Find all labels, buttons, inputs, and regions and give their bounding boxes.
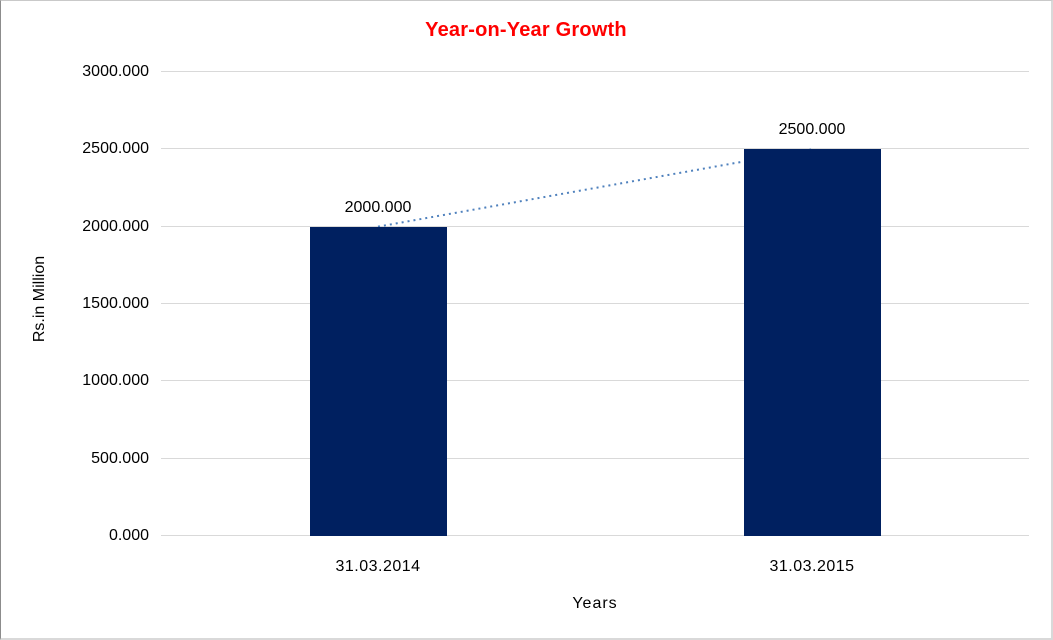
y-axis-tick-label: 3000.000 bbox=[82, 63, 149, 80]
x-axis-title: Years bbox=[572, 595, 618, 612]
y-axis-tick-label: 0.000 bbox=[108, 527, 149, 544]
gridline bbox=[161, 458, 1029, 459]
y-axis-title: Rs.in Million bbox=[31, 255, 48, 343]
gridline bbox=[161, 303, 1029, 304]
bar bbox=[309, 226, 447, 536]
bar-data-label: 2000.000 bbox=[344, 198, 412, 216]
gridline bbox=[161, 226, 1029, 227]
bar bbox=[743, 149, 881, 536]
y-axis-tick-label: 2000.000 bbox=[82, 218, 149, 235]
y-axis-tick-label: 1000.000 bbox=[82, 372, 149, 389]
y-axis-tick-label: 1500.000 bbox=[82, 295, 149, 312]
y-axis-tick-label: 2500.000 bbox=[82, 140, 149, 157]
gridline bbox=[161, 380, 1029, 381]
chart-title: Year-on-Year Growth bbox=[425, 19, 627, 41]
x-axis-tick-label: 31.03.2014 bbox=[335, 558, 421, 575]
gridline bbox=[161, 148, 1029, 149]
gridline bbox=[161, 71, 1029, 72]
x-axis-tick-label: 31.03.2015 bbox=[769, 558, 855, 575]
y-axis-tick-label: 500.000 bbox=[91, 450, 149, 467]
bar-data-label: 2500.000 bbox=[778, 121, 846, 139]
gridline bbox=[161, 535, 1029, 536]
